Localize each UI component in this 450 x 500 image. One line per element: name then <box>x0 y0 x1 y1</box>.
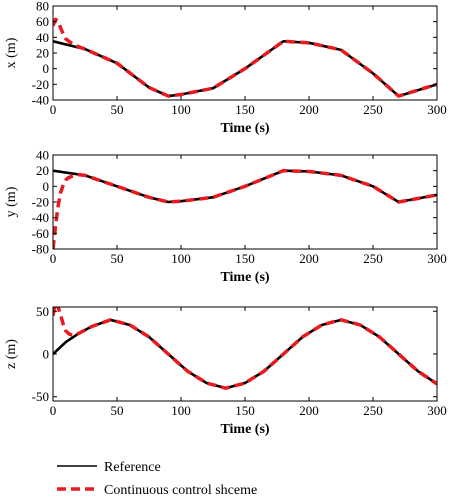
x-tick-label: 0 <box>50 403 57 418</box>
y-axis-label: x (m) <box>4 37 19 68</box>
x-tick-label: 250 <box>363 251 383 266</box>
y-tick-label: 20 <box>36 163 49 178</box>
y-tick-label: 50 <box>36 304 49 319</box>
x-tick-label: 300 <box>427 251 447 266</box>
x-tick-label: 100 <box>171 251 191 266</box>
x-axis-label: Time (s) <box>220 422 269 437</box>
x-tick-label: 200 <box>299 102 319 117</box>
x-tick-label: 300 <box>427 403 447 418</box>
series-group-y <box>53 168 437 249</box>
x-tick-label: 50 <box>111 403 124 418</box>
y-tick-label: 80 <box>36 0 49 14</box>
series-group-z <box>53 307 437 390</box>
y-tick-label: 0 <box>43 179 50 194</box>
x-tick-label: 50 <box>111 102 124 117</box>
x-tick-label: 100 <box>171 102 191 117</box>
plot-frame-y <box>52 154 438 250</box>
y-tick-label: 40 <box>36 30 49 45</box>
y-tick-label: -50 <box>32 389 49 404</box>
y-tick-label: 0 <box>43 61 50 76</box>
x-tick-label: 150 <box>235 102 255 117</box>
x-tick-label: 250 <box>363 102 383 117</box>
plot-frame-x <box>52 5 438 101</box>
series-z-reference <box>53 318 437 390</box>
x-tick-label: 200 <box>299 251 319 266</box>
x-tick-label: 200 <box>299 403 319 418</box>
legend-label-control: Continuous control shceme <box>104 483 257 498</box>
x-axis-label: Time (s) <box>220 270 269 285</box>
y-tick-label: -80 <box>32 242 49 257</box>
series-group-x <box>53 17 437 98</box>
legend-label-reference: Reference <box>104 460 161 475</box>
y-axis-label: y (m) <box>4 186 19 217</box>
y-tick-label: -20 <box>32 77 49 92</box>
x-tick-label: 250 <box>363 403 383 418</box>
x-tick-label: 100 <box>171 403 191 418</box>
y-tick-label: -20 <box>32 195 49 210</box>
x-tick-label: 150 <box>235 251 255 266</box>
y-tick-label: 0 <box>43 347 50 362</box>
y-tick-label: -60 <box>32 226 49 241</box>
x-tick-label: 50 <box>111 251 124 266</box>
x-tick-label: 0 <box>50 102 57 117</box>
series-y-control <box>53 168 437 249</box>
x-tick-label: 0 <box>50 251 57 266</box>
y-tick-label: -40 <box>32 210 49 225</box>
x-axis-label: Time (s) <box>220 121 269 136</box>
series-z-control <box>53 307 437 390</box>
y-tick-label: 20 <box>36 46 49 61</box>
chart-y: 0 50 100 150 200 250 300-80-60-40-2002040Time … <box>4 148 447 286</box>
x-tick-label: 300 <box>427 102 447 117</box>
y-tick-label: 60 <box>36 14 49 29</box>
x-tick-label: 150 <box>235 403 255 418</box>
y-axis-label: z (m) <box>4 339 19 369</box>
y-tick-label: -40 <box>32 93 49 108</box>
y-tick-label: 40 <box>36 148 49 163</box>
series-x-control <box>53 17 437 98</box>
legend: Reference Continuous control shceme <box>57 460 257 498</box>
